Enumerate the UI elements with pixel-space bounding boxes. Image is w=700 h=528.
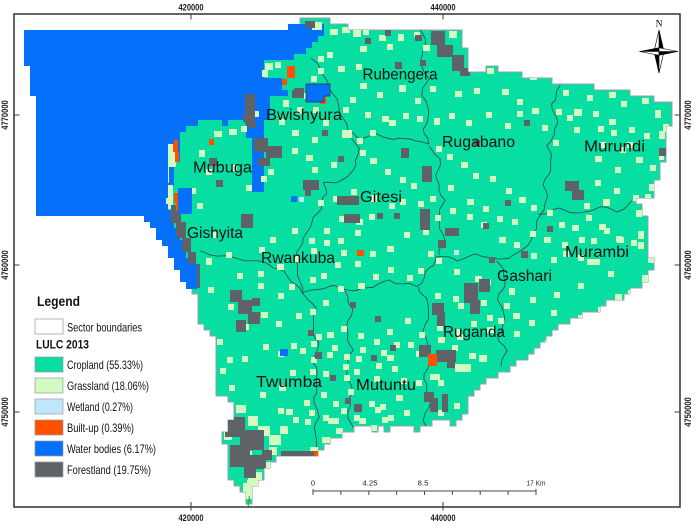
svg-text:Mubuga: Mubuga (193, 160, 252, 177)
svg-text:Wetland (0.27%): Wetland (0.27%) (67, 400, 133, 414)
svg-text:LULC 2013: LULC 2013 (36, 338, 89, 352)
svg-text:4750000: 4750000 (683, 397, 693, 427)
svg-text:Ruganda: Ruganda (443, 324, 505, 341)
svg-text:Murambi: Murambi (565, 244, 629, 261)
svg-text:Bwishyura: Bwishyura (266, 107, 342, 124)
svg-text:8.5: 8.5 (418, 479, 429, 488)
svg-text:0: 0 (311, 479, 315, 488)
svg-text:4770000: 4770000 (683, 100, 693, 130)
svg-text:4760000: 4760000 (0, 250, 10, 280)
svg-text:Rwankuba: Rwankuba (261, 250, 335, 267)
svg-text:Grassland (18.06%): Grassland (18.06%) (67, 379, 149, 393)
svg-text:4750000: 4750000 (0, 397, 10, 427)
svg-text:17 Km: 17 Km (527, 479, 546, 488)
svg-text:Gitesi: Gitesi (360, 189, 402, 206)
svg-text:420000: 420000 (179, 3, 204, 13)
svg-text:4770000: 4770000 (0, 100, 10, 130)
svg-text:4.25: 4.25 (363, 479, 378, 488)
svg-text:420000: 420000 (179, 513, 204, 523)
svg-text:Forestland (19.75%): Forestland (19.75%) (67, 463, 151, 477)
svg-text:Gishyita: Gishyita (187, 225, 243, 242)
svg-text:440000: 440000 (431, 3, 456, 13)
svg-text:Legend: Legend (37, 293, 80, 309)
svg-text:Rubengera: Rubengera (363, 67, 438, 84)
svg-text:440000: 440000 (431, 513, 456, 523)
svg-text:Rugabano: Rugabano (442, 134, 515, 151)
svg-text:Gashari: Gashari (497, 268, 552, 285)
svg-text:Built-up (0.39%): Built-up (0.39%) (67, 421, 134, 435)
svg-text:Mutuntu: Mutuntu (356, 377, 416, 394)
svg-text:Twumba: Twumba (256, 374, 322, 391)
svg-text:Cropland (55.33%): Cropland (55.33%) (67, 358, 143, 372)
svg-text:Sector boundaries: Sector boundaries (67, 321, 142, 335)
svg-text:4760000: 4760000 (683, 250, 693, 280)
svg-text:N: N (656, 20, 663, 30)
svg-text:Murundi: Murundi (584, 139, 645, 156)
svg-text:Water bodies (6.17%): Water bodies (6.17%) (67, 442, 156, 456)
